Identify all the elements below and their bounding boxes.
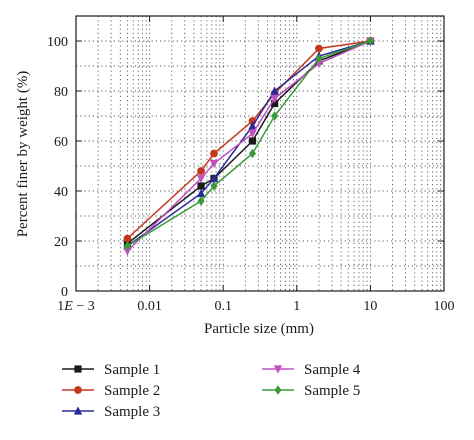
- legend-item: Sample 2: [62, 383, 160, 399]
- axis-ticks: [75, 16, 445, 292]
- data-point: [248, 129, 257, 139]
- x-tick-labels: 1E − 3 0.01 0.1 1 10 100: [57, 299, 454, 314]
- legend-marker: [74, 365, 82, 373]
- data-point: [123, 247, 132, 256]
- data-point: [248, 121, 257, 130]
- legend-item: Sample 3: [62, 404, 160, 420]
- legend-marker: [273, 365, 283, 374]
- data-point: [197, 196, 205, 206]
- data-point: [248, 137, 257, 145]
- x-tick-label: 0.01: [137, 299, 162, 314]
- x-tick-label: 1: [293, 299, 300, 314]
- y-tick-labels: 0 20 40 60 80 100: [47, 35, 68, 300]
- series-4: [123, 37, 375, 256]
- data-point: [197, 167, 205, 175]
- y-tick-label: 0: [61, 285, 68, 300]
- y-tick-label: 80: [54, 85, 68, 100]
- y-tick-label: 60: [54, 135, 68, 150]
- x-tick-label: 10: [363, 299, 377, 314]
- y-axis-label: Percent finer by weight (%): [15, 71, 31, 238]
- legend-label: Sample 1: [104, 362, 160, 378]
- y-tick-label: 20: [54, 235, 68, 250]
- data-point: [209, 173, 219, 183]
- data-series: [123, 36, 375, 256]
- data-point: [315, 53, 323, 64]
- data-point: [315, 44, 323, 53]
- legend-marker: [274, 385, 282, 395]
- legend: Sample 1 Sample 2 Sample 3 Sample 4 Sample 5: [62, 362, 361, 420]
- data-point: [210, 181, 218, 191]
- x-tick-label: 1E − 3: [57, 299, 94, 314]
- legend-label: Sample 4: [304, 362, 361, 378]
- data-point: [366, 36, 374, 46]
- x-axis-label: Particle size (mm): [204, 321, 314, 337]
- legend-item: Sample 5: [262, 383, 360, 399]
- data-point: [123, 241, 132, 251]
- data-point: [196, 188, 206, 198]
- data-point: [270, 86, 279, 95]
- data-point: [271, 99, 279, 108]
- x-tick-label: 100: [434, 299, 455, 314]
- legend-label: Sample 2: [104, 383, 160, 399]
- data-point: [209, 159, 219, 169]
- legend-label: Sample 5: [304, 383, 360, 399]
- legend-marker: [73, 406, 83, 415]
- data-point: [271, 111, 279, 121]
- data-point: [270, 94, 279, 104]
- legend-marker: [74, 386, 82, 394]
- y-tick-label: 100: [47, 35, 68, 50]
- data-point: [197, 182, 205, 190]
- plot-frame: [75, 15, 445, 292]
- series-5: [123, 36, 374, 251]
- legend-item: Sample 1: [62, 362, 160, 378]
- data-point: [196, 174, 206, 184]
- x-tick-label: 0.1: [214, 299, 232, 314]
- data-point: [210, 149, 218, 158]
- data-point: [248, 148, 257, 159]
- grid-lines: [76, 16, 444, 291]
- legend-item: Sample 4: [262, 362, 361, 378]
- legend-label: Sample 3: [104, 404, 160, 420]
- data-point: [123, 234, 132, 243]
- y-tick-label: 40: [54, 185, 68, 200]
